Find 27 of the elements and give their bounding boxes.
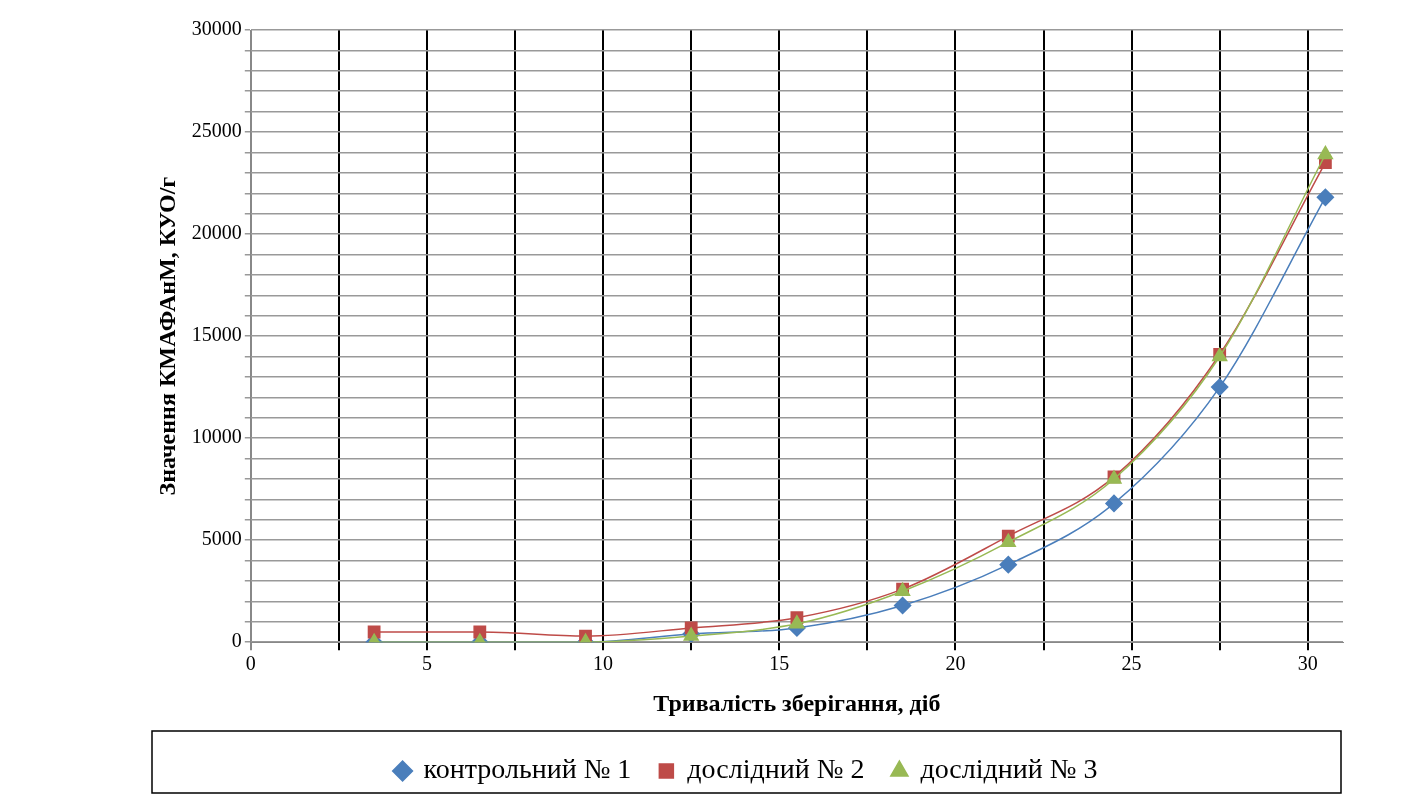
y-tick-label: 15000 (191, 323, 242, 346)
x-axis-title: Тривалість зберігання, діб (653, 689, 941, 716)
y-tick-label: 5000 (201, 527, 242, 550)
x-tick-label: 10 (593, 652, 614, 675)
point (1000, 533, 1016, 547)
x-tick-label: 15 (769, 652, 790, 675)
point (1317, 145, 1334, 160)
point (1105, 494, 1123, 513)
y-tick-label: 30000 (191, 17, 242, 40)
legend-label: контрольний № 1 (423, 753, 632, 785)
x-tick-label: 20 (945, 652, 966, 675)
point (1316, 188, 1335, 207)
x-tick-label: 25 (1121, 652, 1142, 675)
x-tick-label: 0 (245, 652, 256, 675)
point (789, 615, 805, 629)
legend-label: дослідний № 2 (687, 753, 865, 785)
point (999, 555, 1018, 574)
y-tick-label: 10000 (191, 425, 242, 448)
y-tick-label: 20000 (191, 221, 242, 244)
x-tick-label: 5 (421, 652, 432, 675)
y-tick-label: 0 (231, 629, 242, 652)
x-tick-label: 30 (1297, 652, 1318, 675)
y-axis-title: Значення КМАФАнМ, КУО/г (153, 176, 180, 496)
y-tick-label: 25000 (191, 119, 242, 142)
legend-label: дослідний № 3 (920, 753, 1098, 785)
point (893, 596, 912, 615)
point (1210, 378, 1229, 396)
